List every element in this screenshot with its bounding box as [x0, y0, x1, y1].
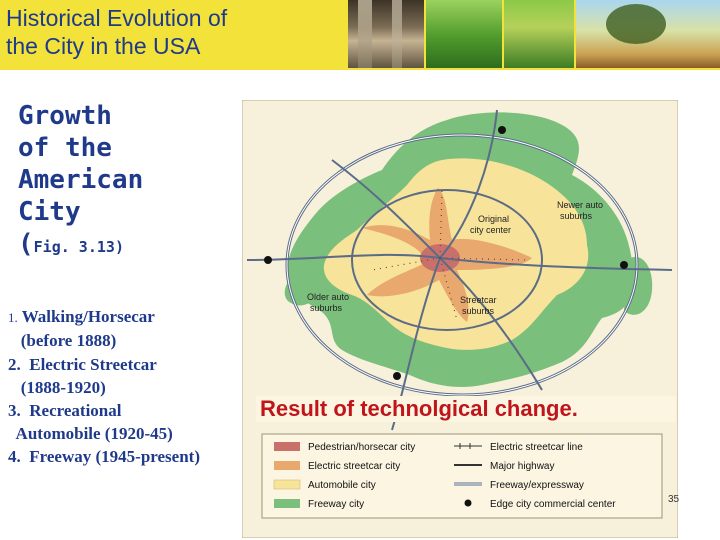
highway-west	[246, 253, 441, 261]
section-heading: Growth of the American City (Fig. 3.13)	[18, 100, 228, 263]
legend-swatch-pedestrian	[274, 442, 300, 451]
legend-label: Pedestrian/horsecar city	[308, 442, 415, 453]
map-label-older-2: suburbs	[310, 303, 343, 313]
outer-beltway-center	[286, 134, 638, 396]
legend-label: Electric streetcar city	[308, 461, 400, 472]
list-item: (before 1888)	[8, 329, 248, 353]
map-label-original-2: city center	[470, 225, 511, 235]
tree-photo	[576, 0, 720, 68]
legend-swatch-freeway	[274, 499, 300, 508]
list-number: 3.	[8, 401, 21, 420]
map-svg: Original city center Newer auto suburbs …	[242, 100, 678, 538]
highway-southeast	[439, 257, 543, 391]
slide-title: Historical Evolution of the City in the …	[6, 4, 336, 60]
streetcar-line	[439, 257, 528, 261]
legend-label: Automobile city	[308, 480, 376, 491]
page-number: 35	[668, 494, 680, 505]
legend-label: Electric streetcar line	[490, 442, 583, 453]
field-photo	[426, 0, 502, 68]
map-label-newer: Newer auto	[557, 200, 603, 210]
list-item: (1888-1920)	[8, 376, 248, 399]
legend-box	[261, 433, 663, 519]
city-photo	[348, 0, 424, 68]
map-legend: Pedestrian/horsecar city Electric street…	[261, 433, 663, 519]
legend-swatch-streetcar	[274, 461, 300, 470]
list-text: (1888-1920)	[8, 378, 106, 397]
list-item: 4. Freeway (1945-present)	[8, 445, 248, 468]
legend-edge-city-dot	[464, 499, 472, 507]
map-label-original: Original	[478, 214, 509, 224]
city-growth-map: Original city center Newer auto suburbs …	[242, 100, 678, 538]
list-item: 2. Electric Streetcar	[8, 353, 248, 376]
radial-highways	[246, 109, 673, 431]
list-item: 3. Recreational	[8, 399, 248, 422]
result-caption: Result of technolgical change.	[256, 396, 676, 422]
list-text: Walking/Horsecar	[17, 307, 155, 326]
edge-city-dot	[393, 372, 401, 380]
list-text: Freeway (1945-present)	[20, 447, 200, 466]
list-text: Recreational	[20, 401, 122, 420]
map-label-older: Older auto	[307, 292, 349, 302]
slide-title-line-2: the City in the USA	[6, 33, 201, 59]
slide-title-line-1: Historical Evolution of	[6, 5, 228, 31]
list-text: Automobile (1920-45)	[8, 424, 173, 443]
legend-label: Freeway city	[308, 499, 364, 510]
map-label-streetcar-2: suburbs	[462, 306, 495, 316]
list-number: 4.	[8, 447, 21, 466]
heading-line-3: American	[18, 165, 144, 195]
legend-label: Major highway	[490, 461, 554, 472]
eras-list: 1. Walking/Horsecar (before 1888) 2. Ele…	[8, 305, 248, 468]
fig-close-paren: )	[114, 238, 124, 256]
header-band: Historical Evolution of the City in the …	[0, 0, 720, 70]
heading-line-4: City	[18, 197, 81, 227]
edge-city-dot	[620, 261, 628, 269]
fig-number: Fig. 3.13	[33, 238, 115, 256]
heading-line-2: of the	[18, 133, 112, 163]
highway-northwest	[331, 159, 441, 259]
map-label-newer-2: suburbs	[560, 211, 593, 221]
list-text: Electric Streetcar	[20, 355, 157, 374]
figure-reference: (Fig. 3.13)	[18, 228, 228, 263]
highway-east	[439, 257, 673, 271]
fig-open-paren: (	[18, 229, 34, 259]
list-number: 1.	[8, 310, 18, 325]
farmland-photo	[504, 0, 574, 68]
map-label-streetcar: Streetcar	[460, 295, 497, 305]
inner-beltway	[351, 189, 543, 331]
legend-swatch-automobile	[273, 479, 301, 490]
streetcar-lines	[371, 189, 528, 321]
list-item: Automobile (1920-45)	[8, 422, 248, 445]
list-text: (before 1888)	[8, 331, 117, 350]
legend-label: Edge city commercial center	[490, 499, 616, 510]
list-number: 2.	[8, 355, 21, 374]
edge-city-dot	[498, 126, 506, 134]
list-item: 1. Walking/Horsecar	[8, 305, 248, 329]
heading-line-1: Growth	[18, 101, 112, 131]
legend-label: Freeway/expressway	[490, 480, 584, 491]
highway-north	[439, 109, 498, 259]
edge-city-dot	[264, 256, 272, 264]
